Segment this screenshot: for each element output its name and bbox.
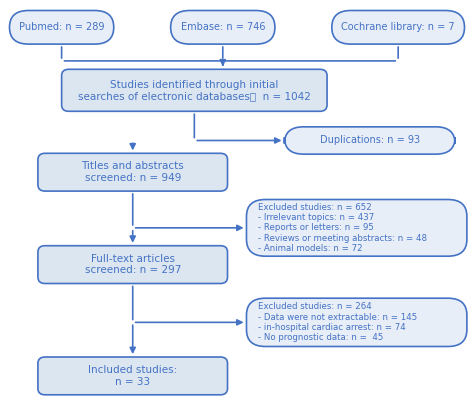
FancyBboxPatch shape [38, 357, 228, 395]
Text: Duplications: n = 93: Duplications: n = 93 [319, 136, 420, 145]
Text: Excluded studies: n = 652
- Irrelevant topics: n = 437
- Reports or letters: n =: Excluded studies: n = 652 - Irrelevant t… [258, 202, 428, 253]
FancyBboxPatch shape [284, 127, 455, 154]
Text: Pubmed: n = 289: Pubmed: n = 289 [19, 22, 104, 32]
FancyBboxPatch shape [9, 10, 114, 44]
Text: Embase: n = 746: Embase: n = 746 [181, 22, 265, 32]
Text: Studies identified through initial
searches of electronic databases：  n = 1042: Studies identified through initial searc… [78, 79, 311, 101]
Text: Included studies:
n = 33: Included studies: n = 33 [88, 365, 177, 387]
FancyBboxPatch shape [246, 298, 467, 346]
FancyBboxPatch shape [246, 200, 467, 256]
Text: Cochrane library: n = 7: Cochrane library: n = 7 [341, 22, 455, 32]
FancyBboxPatch shape [38, 246, 228, 284]
FancyBboxPatch shape [332, 10, 465, 44]
Text: Full-text articles
screened: n = 297: Full-text articles screened: n = 297 [84, 254, 181, 276]
FancyBboxPatch shape [38, 153, 228, 191]
FancyBboxPatch shape [171, 10, 275, 44]
Text: Titles and abstracts
screened: n = 949: Titles and abstracts screened: n = 949 [82, 161, 184, 183]
Text: Excluded studies: n = 264
- Data were not extractable: n = 145
- in-hospital car: Excluded studies: n = 264 - Data were no… [258, 302, 418, 342]
FancyBboxPatch shape [62, 69, 327, 111]
